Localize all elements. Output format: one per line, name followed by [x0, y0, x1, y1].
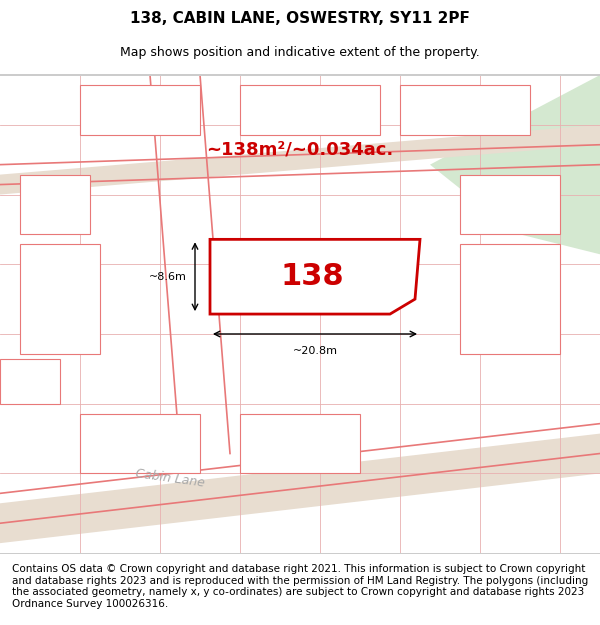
Polygon shape: [460, 174, 560, 234]
Polygon shape: [430, 75, 600, 254]
Text: Map shows position and indicative extent of the property.: Map shows position and indicative extent…: [120, 46, 480, 59]
Polygon shape: [400, 85, 530, 135]
Polygon shape: [80, 85, 200, 135]
Polygon shape: [0, 359, 60, 404]
Polygon shape: [20, 174, 90, 234]
Polygon shape: [0, 125, 600, 194]
Polygon shape: [460, 244, 560, 354]
Text: Cabin Lane: Cabin Lane: [134, 467, 206, 490]
Text: 138, CABIN LANE, OSWESTRY, SY11 2PF: 138, CABIN LANE, OSWESTRY, SY11 2PF: [130, 11, 470, 26]
Polygon shape: [210, 239, 420, 314]
Text: ~20.8m: ~20.8m: [293, 346, 337, 356]
Polygon shape: [0, 434, 600, 543]
Polygon shape: [20, 244, 100, 354]
Polygon shape: [240, 85, 380, 135]
Text: ~138m²/~0.034ac.: ~138m²/~0.034ac.: [206, 141, 394, 159]
Text: 138: 138: [280, 262, 344, 291]
Text: Contains OS data © Crown copyright and database right 2021. This information is : Contains OS data © Crown copyright and d…: [12, 564, 588, 609]
Text: ~8.6m: ~8.6m: [149, 272, 187, 282]
Polygon shape: [80, 414, 200, 474]
Polygon shape: [240, 414, 360, 474]
